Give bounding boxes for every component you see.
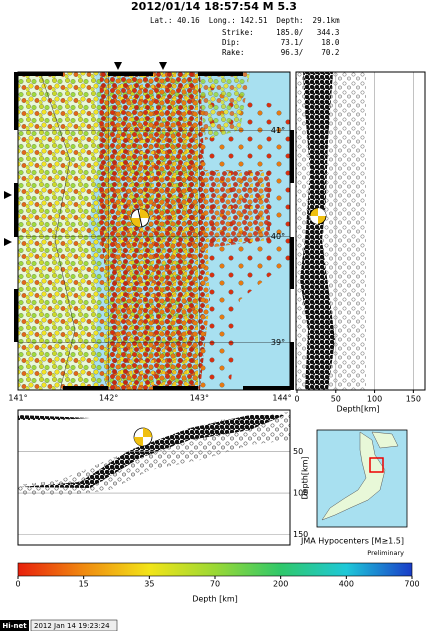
depth-panel: Depth[km] bbox=[295, 71, 426, 414]
inset-caption: JMA Hypocenters [M≥1.5] bbox=[300, 537, 404, 546]
y-tick-label: 41° bbox=[271, 126, 285, 135]
depth-panel-label: Depth[km] bbox=[336, 405, 379, 414]
y-tick-label: 100 bbox=[293, 489, 308, 498]
colorbar-tick-label: 15 bbox=[79, 580, 89, 589]
x-tick-label: 144° bbox=[272, 394, 291, 403]
rake: Rake: 96.3/ 70.2 bbox=[222, 48, 339, 57]
colorbar-label: Depth [km] bbox=[192, 595, 238, 604]
title: 2012/01/14 18:57:54 M 5.3 bbox=[131, 0, 297, 13]
brand-box bbox=[0, 620, 29, 631]
cross-section-label: Depth[km] bbox=[301, 456, 310, 499]
timestamp-box bbox=[30, 619, 118, 631]
cross-section: Depth[km] bbox=[17, 409, 310, 546]
colorbar-tick-label: 0 bbox=[15, 580, 20, 589]
x-tick-label: 100 bbox=[367, 395, 382, 404]
x-tick-label: 50 bbox=[331, 395, 341, 404]
timestamp: 2012 Jan 14 19:23:24 bbox=[34, 622, 110, 630]
x-tick-label: 0 bbox=[294, 395, 299, 404]
y-tick-label: 39° bbox=[271, 338, 285, 347]
strike: Strike: 185.0/ 344.3 bbox=[222, 28, 339, 37]
x-tick-label: 141° bbox=[8, 394, 27, 403]
inset-map: JMA Hypocenters [M≥1.5] Preliminary bbox=[300, 429, 408, 557]
x-tick-label: 142° bbox=[99, 394, 118, 403]
x-tick-label: 143° bbox=[190, 394, 209, 403]
brand: Hi-net bbox=[2, 622, 27, 630]
colorbar-tick-label: 400 bbox=[339, 580, 354, 589]
x-tick-label: 150 bbox=[406, 395, 421, 404]
y-tick-label: 150 bbox=[293, 530, 308, 539]
dip: Dip: 73.1/ 18.0 bbox=[222, 38, 340, 47]
map bbox=[4, 62, 294, 391]
y-tick-label: 40° bbox=[271, 232, 285, 241]
colorbar-tick-label: 200 bbox=[273, 580, 288, 589]
colorbar-tick-label: 700 bbox=[404, 580, 419, 589]
inset-note: Preliminary bbox=[367, 549, 404, 557]
colorbar: 0 15 35 70 200 400 700 Depth [km] bbox=[15, 562, 420, 604]
y-tick-label: 50 bbox=[293, 447, 303, 456]
colorbar-tick-label: 35 bbox=[144, 580, 154, 589]
colorbar-tick-label: 70 bbox=[210, 580, 220, 589]
location: Lat.: 40.16 Long.: 142.51 Depth: 29.1km bbox=[150, 16, 340, 25]
